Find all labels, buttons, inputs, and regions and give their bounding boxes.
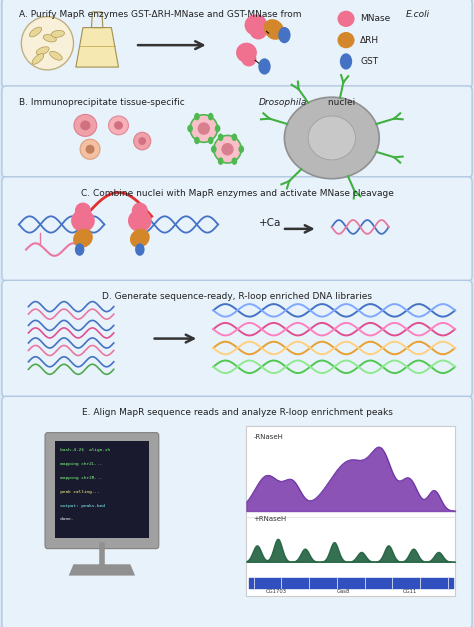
- Ellipse shape: [50, 51, 62, 60]
- Ellipse shape: [132, 203, 148, 219]
- Ellipse shape: [80, 120, 91, 130]
- Ellipse shape: [337, 32, 355, 48]
- FancyBboxPatch shape: [2, 280, 472, 397]
- Ellipse shape: [264, 19, 284, 40]
- Ellipse shape: [250, 23, 267, 40]
- Text: CG1703: CG1703: [265, 589, 286, 594]
- Text: GST: GST: [360, 57, 378, 66]
- Circle shape: [208, 137, 213, 144]
- Ellipse shape: [75, 203, 91, 219]
- FancyBboxPatch shape: [2, 0, 472, 88]
- Circle shape: [340, 53, 352, 70]
- Ellipse shape: [51, 30, 64, 38]
- Text: mapping chr2L...: mapping chr2L...: [55, 462, 103, 466]
- Text: nuclei: nuclei: [325, 98, 355, 107]
- Text: mapping chr2R...: mapping chr2R...: [55, 476, 103, 480]
- Ellipse shape: [109, 116, 128, 135]
- FancyBboxPatch shape: [246, 426, 455, 596]
- Ellipse shape: [190, 115, 218, 142]
- Text: E.coli: E.coli: [405, 10, 429, 19]
- Circle shape: [218, 134, 223, 141]
- Text: peak calling...: peak calling...: [55, 490, 100, 494]
- Ellipse shape: [43, 34, 56, 42]
- Circle shape: [258, 58, 271, 75]
- Text: -RNaseH: -RNaseH: [254, 434, 283, 440]
- FancyBboxPatch shape: [2, 86, 472, 177]
- Ellipse shape: [214, 135, 241, 163]
- Circle shape: [231, 134, 237, 141]
- FancyBboxPatch shape: [45, 433, 159, 549]
- Ellipse shape: [284, 97, 379, 179]
- FancyBboxPatch shape: [2, 177, 472, 281]
- Circle shape: [218, 157, 223, 165]
- Ellipse shape: [134, 132, 151, 150]
- Text: Gas8: Gas8: [337, 589, 350, 594]
- Polygon shape: [91, 12, 103, 28]
- Ellipse shape: [36, 47, 49, 55]
- Circle shape: [215, 125, 220, 132]
- Text: B. Immunoprecipitate tissue-specific: B. Immunoprecipitate tissue-specific: [19, 98, 188, 107]
- Ellipse shape: [74, 114, 97, 137]
- Circle shape: [231, 157, 237, 165]
- Ellipse shape: [236, 43, 257, 63]
- Ellipse shape: [138, 137, 146, 145]
- Ellipse shape: [308, 116, 356, 160]
- Ellipse shape: [21, 16, 73, 70]
- Ellipse shape: [32, 54, 44, 64]
- Text: output: peaks.bed: output: peaks.bed: [55, 503, 105, 508]
- Ellipse shape: [221, 143, 234, 155]
- Circle shape: [194, 113, 200, 120]
- Circle shape: [278, 27, 291, 43]
- Text: bash-4.2$  align.sh: bash-4.2$ align.sh: [55, 448, 110, 453]
- Text: D. Generate sequence-ready, R-loop enriched DNA libraries: D. Generate sequence-ready, R-loop enric…: [102, 292, 372, 301]
- Text: C. Combine nuclei with MapR enzymes and activate MNase cleavage: C. Combine nuclei with MapR enzymes and …: [81, 189, 393, 198]
- Ellipse shape: [198, 122, 210, 135]
- Text: E. Align MapR sequence reads and analyze R-loop enrichment peaks: E. Align MapR sequence reads and analyze…: [82, 408, 392, 417]
- Circle shape: [238, 145, 244, 153]
- Ellipse shape: [29, 27, 42, 37]
- Circle shape: [187, 125, 193, 132]
- Text: +RNaseH: +RNaseH: [254, 516, 287, 522]
- Ellipse shape: [86, 145, 94, 154]
- Text: MNase: MNase: [360, 14, 391, 23]
- Circle shape: [135, 243, 145, 256]
- Text: A. Purify MapR enzymes GST-ΔRH-MNase and GST-MNase from: A. Purify MapR enzymes GST-ΔRH-MNase and…: [19, 10, 304, 19]
- Ellipse shape: [80, 139, 100, 159]
- Text: ΔRH: ΔRH: [360, 36, 379, 45]
- Ellipse shape: [73, 229, 93, 248]
- Text: CG11: CG11: [403, 589, 417, 594]
- Ellipse shape: [114, 121, 123, 130]
- Text: +Ca: +Ca: [259, 218, 282, 228]
- Circle shape: [211, 145, 217, 153]
- Text: done.: done.: [55, 517, 74, 522]
- Circle shape: [194, 137, 200, 144]
- Polygon shape: [76, 28, 118, 67]
- FancyBboxPatch shape: [55, 441, 149, 538]
- FancyBboxPatch shape: [2, 396, 472, 627]
- Ellipse shape: [128, 209, 152, 232]
- Polygon shape: [69, 564, 135, 576]
- Ellipse shape: [241, 51, 256, 66]
- Ellipse shape: [245, 14, 267, 36]
- Ellipse shape: [130, 229, 150, 248]
- Circle shape: [208, 113, 213, 120]
- Circle shape: [75, 243, 84, 256]
- Text: Drosophila: Drosophila: [259, 98, 307, 107]
- Ellipse shape: [337, 11, 355, 27]
- Ellipse shape: [71, 209, 95, 232]
